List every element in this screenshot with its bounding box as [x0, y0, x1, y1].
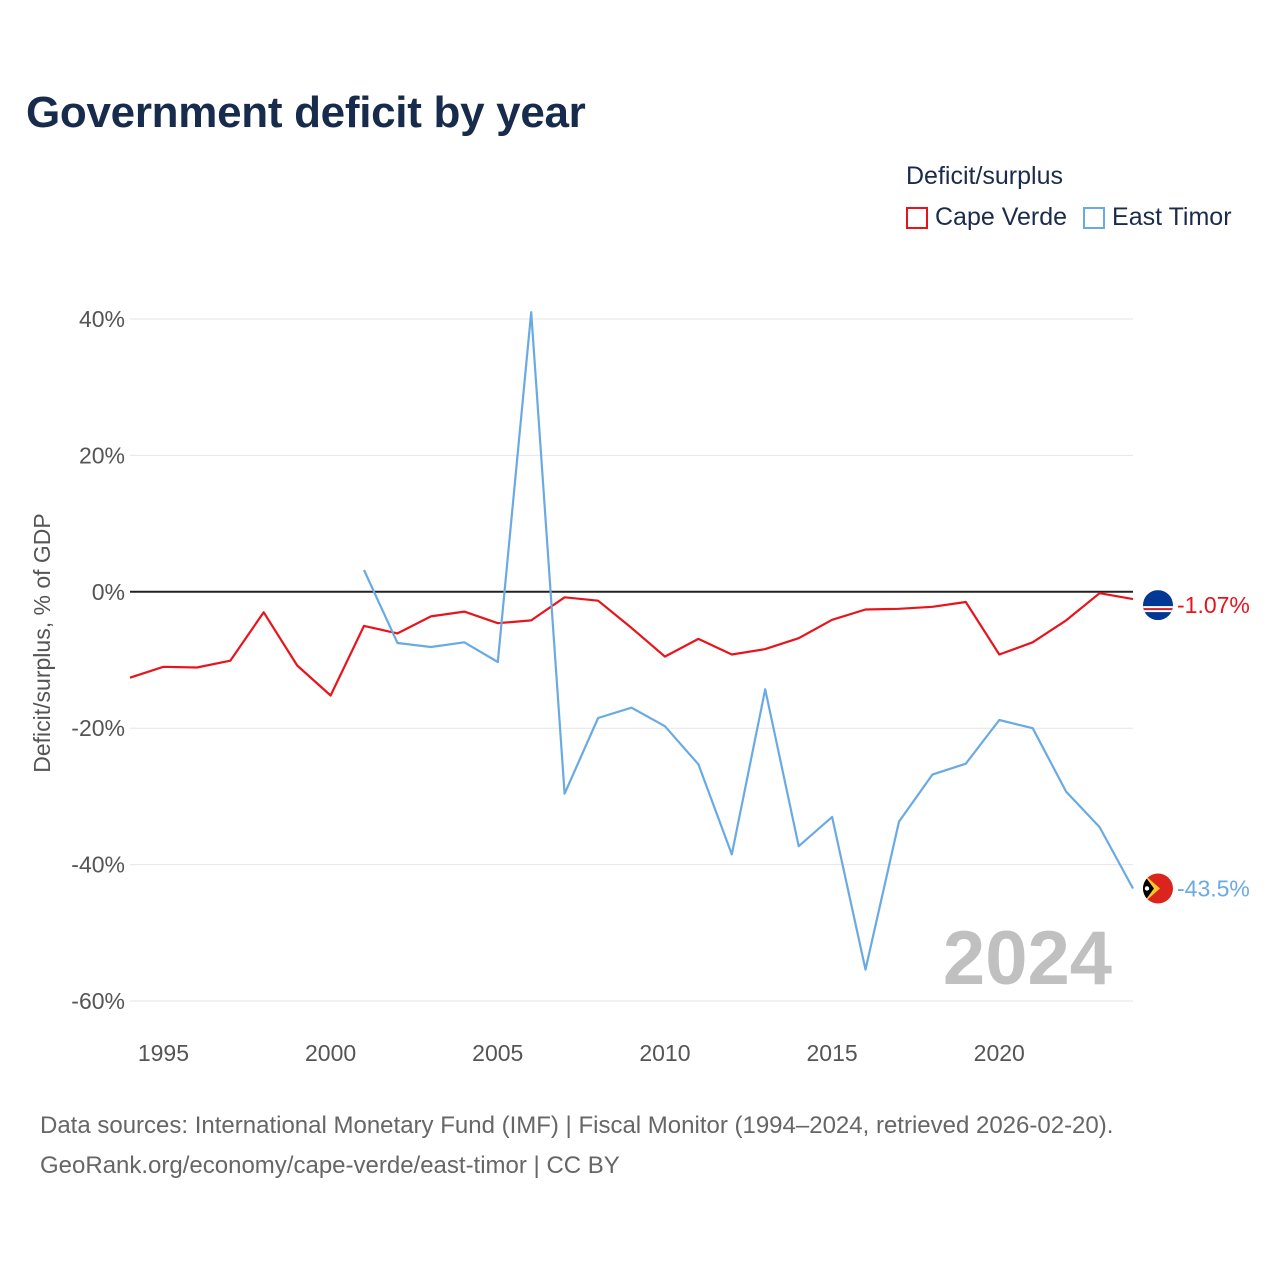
y-tick-label: -20%: [71, 715, 125, 741]
y-tick-label: 0%: [92, 579, 125, 605]
source-url: GeoRank.org/economy/cape-verde/east-timo…: [40, 1152, 620, 1179]
chart-title: Government deficit by year: [26, 88, 586, 137]
x-tick-label: 2000: [305, 1040, 356, 1066]
data-point-cape-verde: [630, 626, 634, 630]
data-point-cape-verde: [930, 605, 934, 609]
data-point-cape-verde: [496, 621, 500, 625]
y-tick-label: 40%: [79, 306, 125, 332]
data-point-cape-verde: [295, 663, 299, 667]
data-point-east-timor: [563, 792, 567, 796]
data-point-cape-verde: [529, 618, 533, 622]
data-point-cape-verde: [395, 631, 399, 635]
data-point-east-timor: [529, 310, 533, 314]
data-point-cape-verde: [596, 599, 600, 603]
data-point-east-timor: [1131, 886, 1135, 890]
end-label-cape-verde: -1.07%: [1177, 592, 1250, 618]
data-point-cape-verde: [830, 618, 834, 622]
data-point-cape-verde: [128, 676, 132, 680]
flag-shape: [1143, 590, 1173, 621]
legend-title: Deficit/surplus: [906, 162, 1063, 190]
x-tick-label: 2010: [639, 1040, 690, 1066]
data-point-cape-verde: [195, 666, 199, 670]
data-point-cape-verde: [797, 636, 801, 640]
legend-item-cape-verde[interactable]: Cape Verde: [906, 203, 1067, 232]
flag-field: [1143, 590, 1173, 621]
legend-label-cape-verde: Cape Verde: [935, 203, 1068, 231]
data-point-cape-verde: [1098, 591, 1102, 595]
legend-item-east-timor[interactable]: East Timor: [1083, 203, 1232, 232]
data-point-cape-verde: [362, 624, 366, 628]
data-point-cape-verde: [262, 610, 266, 614]
legend-label-east-timor: East Timor: [1112, 203, 1232, 231]
data-point-cape-verde: [228, 659, 232, 663]
series-line-cape-verde: [129, 592, 1134, 697]
data-point-east-timor: [663, 724, 667, 728]
y-tick-label: -60%: [71, 988, 125, 1014]
data-point-cape-verde: [1064, 618, 1068, 622]
series-line-east-timor: [363, 311, 1134, 971]
x-tick-label: 2015: [807, 1040, 858, 1066]
data-point-east-timor: [496, 660, 500, 664]
data-point-east-timor: [462, 640, 466, 644]
data-point-east-timor: [930, 773, 934, 777]
year-watermark: 2024: [943, 916, 1112, 1001]
data-point-cape-verde: [997, 653, 1001, 657]
x-tick-label: 1995: [138, 1040, 189, 1066]
data-point-east-timor: [429, 645, 433, 649]
data-point-cape-verde: [329, 693, 333, 697]
legend: Deficit/surplus Cape Verde East Timor: [906, 162, 1232, 232]
data-point-east-timor: [864, 968, 868, 972]
data-point-cape-verde: [763, 647, 767, 651]
data-point-east-timor: [596, 716, 600, 720]
data-point-east-timor: [763, 687, 767, 691]
y-axis-title: Deficit/surplus, % of GDP: [29, 513, 55, 772]
data-point-east-timor: [897, 820, 901, 824]
x-tick-label: 2020: [974, 1040, 1025, 1066]
data-point-cape-verde: [563, 595, 567, 599]
data-point-cape-verde: [663, 655, 667, 659]
flag-shape: [1143, 873, 1173, 904]
data-point-east-timor: [1031, 726, 1035, 730]
data-point-cape-verde: [1131, 597, 1135, 601]
data-point-east-timor: [797, 844, 801, 848]
data-point-east-timor: [830, 815, 834, 819]
y-tick-label: -40%: [71, 852, 125, 878]
east-timor-flag-icon: [1143, 873, 1173, 904]
data-point-cape-verde: [730, 653, 734, 657]
footer: Data sources: International Monetary Fun…: [40, 1106, 1113, 1186]
data-point-cape-verde: [864, 608, 868, 612]
line-chart: 40% 20% 0% -20% -40% -60% 1995 2000 2005 2010 2015…: [29, 306, 1250, 1066]
data-point-east-timor: [1064, 790, 1068, 794]
data-point-cape-verde: [964, 600, 968, 604]
cape-verde-flag-icon: [1143, 590, 1173, 621]
x-tick-label: 2005: [472, 1040, 523, 1066]
data-point-cape-verde: [1031, 640, 1035, 644]
data-point-cape-verde: [429, 614, 433, 618]
flag-star: [1144, 886, 1150, 891]
data-point-cape-verde: [462, 610, 466, 614]
data-point-east-timor: [395, 641, 399, 645]
data-sources: Data sources: International Monetary Fun…: [40, 1112, 1114, 1139]
data-point-east-timor: [696, 762, 700, 766]
data-point-east-timor: [1098, 825, 1102, 829]
data-point-east-timor: [997, 718, 1001, 722]
legend-swatch-east-timor: [1083, 206, 1106, 229]
data-point-east-timor: [964, 762, 968, 766]
data-point-east-timor: [362, 568, 366, 572]
data-point-cape-verde: [161, 665, 165, 669]
legend-swatch-cape-verde: [906, 206, 928, 229]
flag-band: [1143, 608, 1173, 611]
data-point-east-timor: [630, 706, 634, 710]
data-point-east-timor: [730, 852, 734, 856]
data-point-cape-verde: [696, 637, 700, 641]
data-point-cape-verde: [897, 607, 901, 611]
end-label-east-timor: -43.5%: [1177, 875, 1250, 901]
y-tick-label: 20%: [79, 442, 125, 468]
